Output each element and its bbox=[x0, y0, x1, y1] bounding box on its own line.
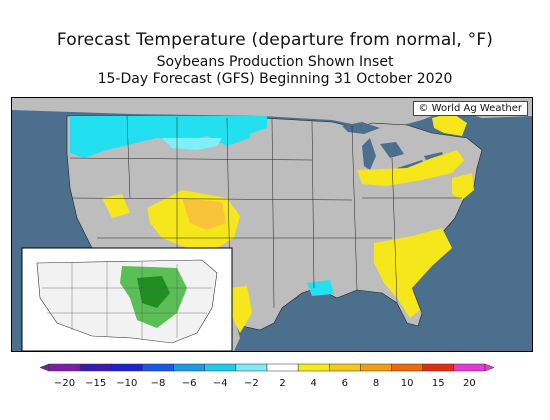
map-subtitle: Soybeans Production Shown Inset bbox=[156, 54, 394, 70]
colorbar-swatch bbox=[142, 363, 174, 372]
colorbar-max-arrow bbox=[484, 363, 495, 372]
colorbar-swatch bbox=[297, 363, 330, 372]
warm-anomaly-southeast bbox=[374, 228, 452, 318]
colorbar-swatch bbox=[391, 363, 423, 372]
warm-anomaly-california bbox=[102, 194, 130, 218]
colorbar-swatch bbox=[111, 363, 143, 372]
colorbar-label: −2 bbox=[244, 378, 259, 389]
inset-state-borders bbox=[42, 262, 212, 340]
colorbar-label: −4 bbox=[213, 378, 228, 389]
canada-land bbox=[12, 98, 532, 128]
warm-anomaly-great-lakes bbox=[357, 150, 464, 186]
colorbar-min-arrow bbox=[39, 363, 50, 372]
warmer-anomaly-four-corners bbox=[182, 198, 226, 230]
colorbar-label: 4 bbox=[311, 378, 317, 389]
colorbar-label: −15 bbox=[85, 378, 106, 389]
colorbar-label: −8 bbox=[151, 378, 166, 389]
temperature-colorbar: −20 −15 −10 −8 −6 −4 −2 2 4 6 8 10 15 20 bbox=[39, 363, 495, 389]
colorbar-swatch bbox=[173, 363, 205, 372]
lake-michigan bbox=[362, 138, 376, 170]
colorbar-label: 10 bbox=[401, 378, 414, 389]
lake-huron bbox=[380, 142, 404, 158]
copyright-label: © World Ag Weather bbox=[412, 101, 528, 116]
colorbar-swatch bbox=[360, 363, 392, 372]
colorbar-swatch bbox=[204, 363, 237, 372]
forecast-period: 15-Day Forecast (GFS) Beginning 31 Octob… bbox=[97, 71, 453, 87]
lake-superior bbox=[342, 122, 380, 134]
colorbar-label: −6 bbox=[182, 378, 197, 389]
colorbar-label: −20 bbox=[54, 378, 75, 389]
warm-anomaly-new-england bbox=[432, 113, 467, 136]
cold-anomaly-north bbox=[70, 116, 252, 158]
colorbar-swatch bbox=[422, 363, 455, 372]
colorbar-swatch bbox=[329, 363, 361, 372]
inset-soybean-core bbox=[137, 276, 170, 308]
map-svg bbox=[12, 98, 532, 351]
warm-anomaly-mexico bbox=[227, 286, 252, 333]
colorbar-swatch bbox=[48, 363, 81, 372]
colorbar-label: 6 bbox=[342, 378, 348, 389]
colorbar-label: 20 bbox=[463, 378, 476, 389]
colorbar-swatch bbox=[79, 363, 112, 372]
map-title: Forecast Temperature (departure from nor… bbox=[56, 30, 494, 50]
colorbar-swatch bbox=[266, 363, 299, 372]
colorbar-label: 8 bbox=[373, 378, 379, 389]
colorbar-swatch bbox=[453, 363, 486, 372]
soybean-inset bbox=[21, 247, 233, 351]
forecast-map: © World Ag Weather bbox=[11, 97, 533, 352]
colorbar-label: 15 bbox=[432, 378, 445, 389]
cold-anomaly-northeast-plains bbox=[222, 116, 267, 136]
colorbar-swatch bbox=[235, 363, 268, 372]
colorbar-label: −10 bbox=[116, 378, 137, 389]
warm-anomaly-mid-atlantic bbox=[452, 173, 474, 200]
lake-ontario bbox=[424, 152, 444, 160]
colorbar-label: 2 bbox=[279, 378, 285, 389]
